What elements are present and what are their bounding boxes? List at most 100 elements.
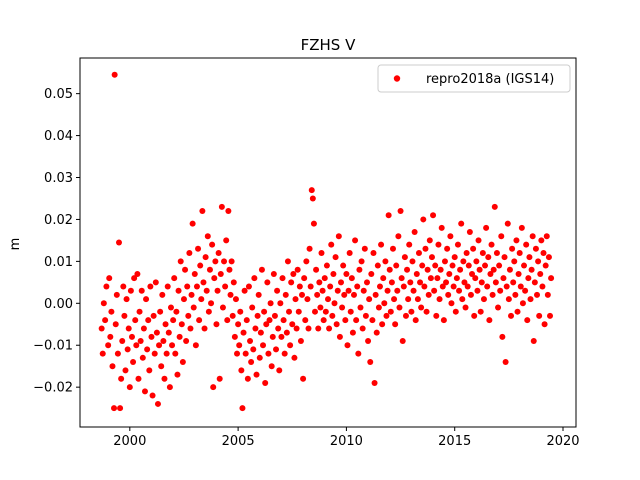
data-point bbox=[451, 254, 458, 261]
data-point bbox=[517, 283, 524, 290]
data-point bbox=[463, 249, 470, 256]
data-point bbox=[99, 350, 106, 357]
data-point bbox=[370, 249, 377, 256]
data-point bbox=[359, 325, 366, 332]
data-point bbox=[257, 329, 264, 336]
data-point bbox=[317, 304, 324, 311]
data-point bbox=[148, 333, 155, 340]
data-point bbox=[438, 224, 445, 231]
data-point bbox=[151, 350, 158, 357]
data-point bbox=[386, 266, 393, 273]
data-point bbox=[489, 291, 496, 298]
data-point bbox=[532, 245, 539, 252]
data-point bbox=[397, 208, 404, 215]
data-point bbox=[209, 241, 216, 248]
data-point bbox=[478, 279, 485, 286]
x-axis: 2000 2005 2010 2015 2020 bbox=[113, 427, 580, 449]
data-point bbox=[225, 208, 232, 215]
data-point bbox=[191, 270, 198, 277]
data-point bbox=[509, 245, 516, 252]
data-point bbox=[528, 266, 535, 273]
data-point bbox=[126, 384, 133, 391]
data-point bbox=[136, 308, 143, 315]
data-point bbox=[421, 283, 428, 290]
data-point bbox=[545, 254, 552, 261]
data-point bbox=[508, 312, 515, 319]
data-point bbox=[118, 375, 125, 382]
data-point bbox=[223, 237, 230, 244]
data-point bbox=[461, 279, 468, 286]
data-point bbox=[262, 379, 269, 386]
data-point bbox=[269, 333, 276, 340]
data-point bbox=[133, 342, 140, 349]
data-point bbox=[204, 233, 211, 240]
data-point bbox=[542, 262, 549, 269]
data-point bbox=[145, 317, 152, 324]
data-point bbox=[344, 342, 351, 349]
data-point bbox=[512, 291, 519, 298]
data-point bbox=[294, 266, 301, 273]
data-point bbox=[172, 350, 179, 357]
data-point bbox=[405, 296, 412, 303]
data-point bbox=[119, 338, 126, 345]
plot-frame bbox=[79, 57, 577, 428]
data-point bbox=[358, 258, 365, 265]
data-point bbox=[318, 249, 325, 256]
data-point bbox=[491, 203, 498, 210]
data-point bbox=[275, 325, 282, 332]
data-point bbox=[331, 300, 338, 307]
data-point bbox=[279, 275, 286, 282]
data-point bbox=[170, 317, 177, 324]
data-point bbox=[306, 245, 313, 252]
data-point bbox=[322, 308, 329, 315]
data-point bbox=[350, 291, 357, 298]
data-point bbox=[378, 241, 385, 248]
data-point bbox=[121, 312, 128, 319]
data-point bbox=[443, 279, 450, 286]
data-point bbox=[295, 308, 302, 315]
data-point bbox=[495, 304, 502, 311]
data-points bbox=[98, 71, 555, 412]
data-point bbox=[260, 342, 267, 349]
data-point bbox=[422, 245, 429, 252]
data-point bbox=[196, 317, 203, 324]
data-point bbox=[162, 321, 169, 328]
data-point bbox=[138, 287, 145, 294]
data-point bbox=[200, 279, 207, 286]
data-point bbox=[428, 254, 435, 261]
data-point bbox=[185, 312, 192, 319]
data-point bbox=[450, 283, 457, 290]
data-point bbox=[319, 287, 326, 294]
data-point bbox=[433, 312, 440, 319]
data-point bbox=[525, 275, 532, 282]
data-point bbox=[276, 367, 283, 374]
data-point bbox=[315, 325, 322, 332]
data-point bbox=[490, 266, 497, 273]
data-point bbox=[366, 296, 373, 303]
data-point bbox=[511, 258, 518, 265]
data-point bbox=[484, 283, 491, 290]
data-point bbox=[183, 338, 190, 345]
data-point bbox=[258, 266, 265, 273]
data-point bbox=[458, 220, 465, 227]
data-point bbox=[547, 312, 554, 319]
data-point bbox=[271, 312, 278, 319]
data-point bbox=[266, 317, 273, 324]
data-point bbox=[193, 283, 200, 290]
data-point bbox=[264, 279, 271, 286]
data-point bbox=[425, 291, 432, 298]
data-point bbox=[482, 262, 489, 269]
data-point bbox=[527, 296, 534, 303]
data-point bbox=[436, 296, 443, 303]
data-point bbox=[186, 249, 193, 256]
data-point bbox=[503, 283, 510, 290]
data-point bbox=[497, 287, 504, 294]
data-point bbox=[360, 287, 367, 294]
data-point bbox=[160, 338, 167, 345]
data-point bbox=[488, 241, 495, 248]
data-point bbox=[535, 258, 542, 265]
data-point bbox=[415, 249, 422, 256]
data-point bbox=[308, 187, 315, 194]
data-point bbox=[473, 258, 480, 265]
data-point bbox=[115, 239, 122, 246]
